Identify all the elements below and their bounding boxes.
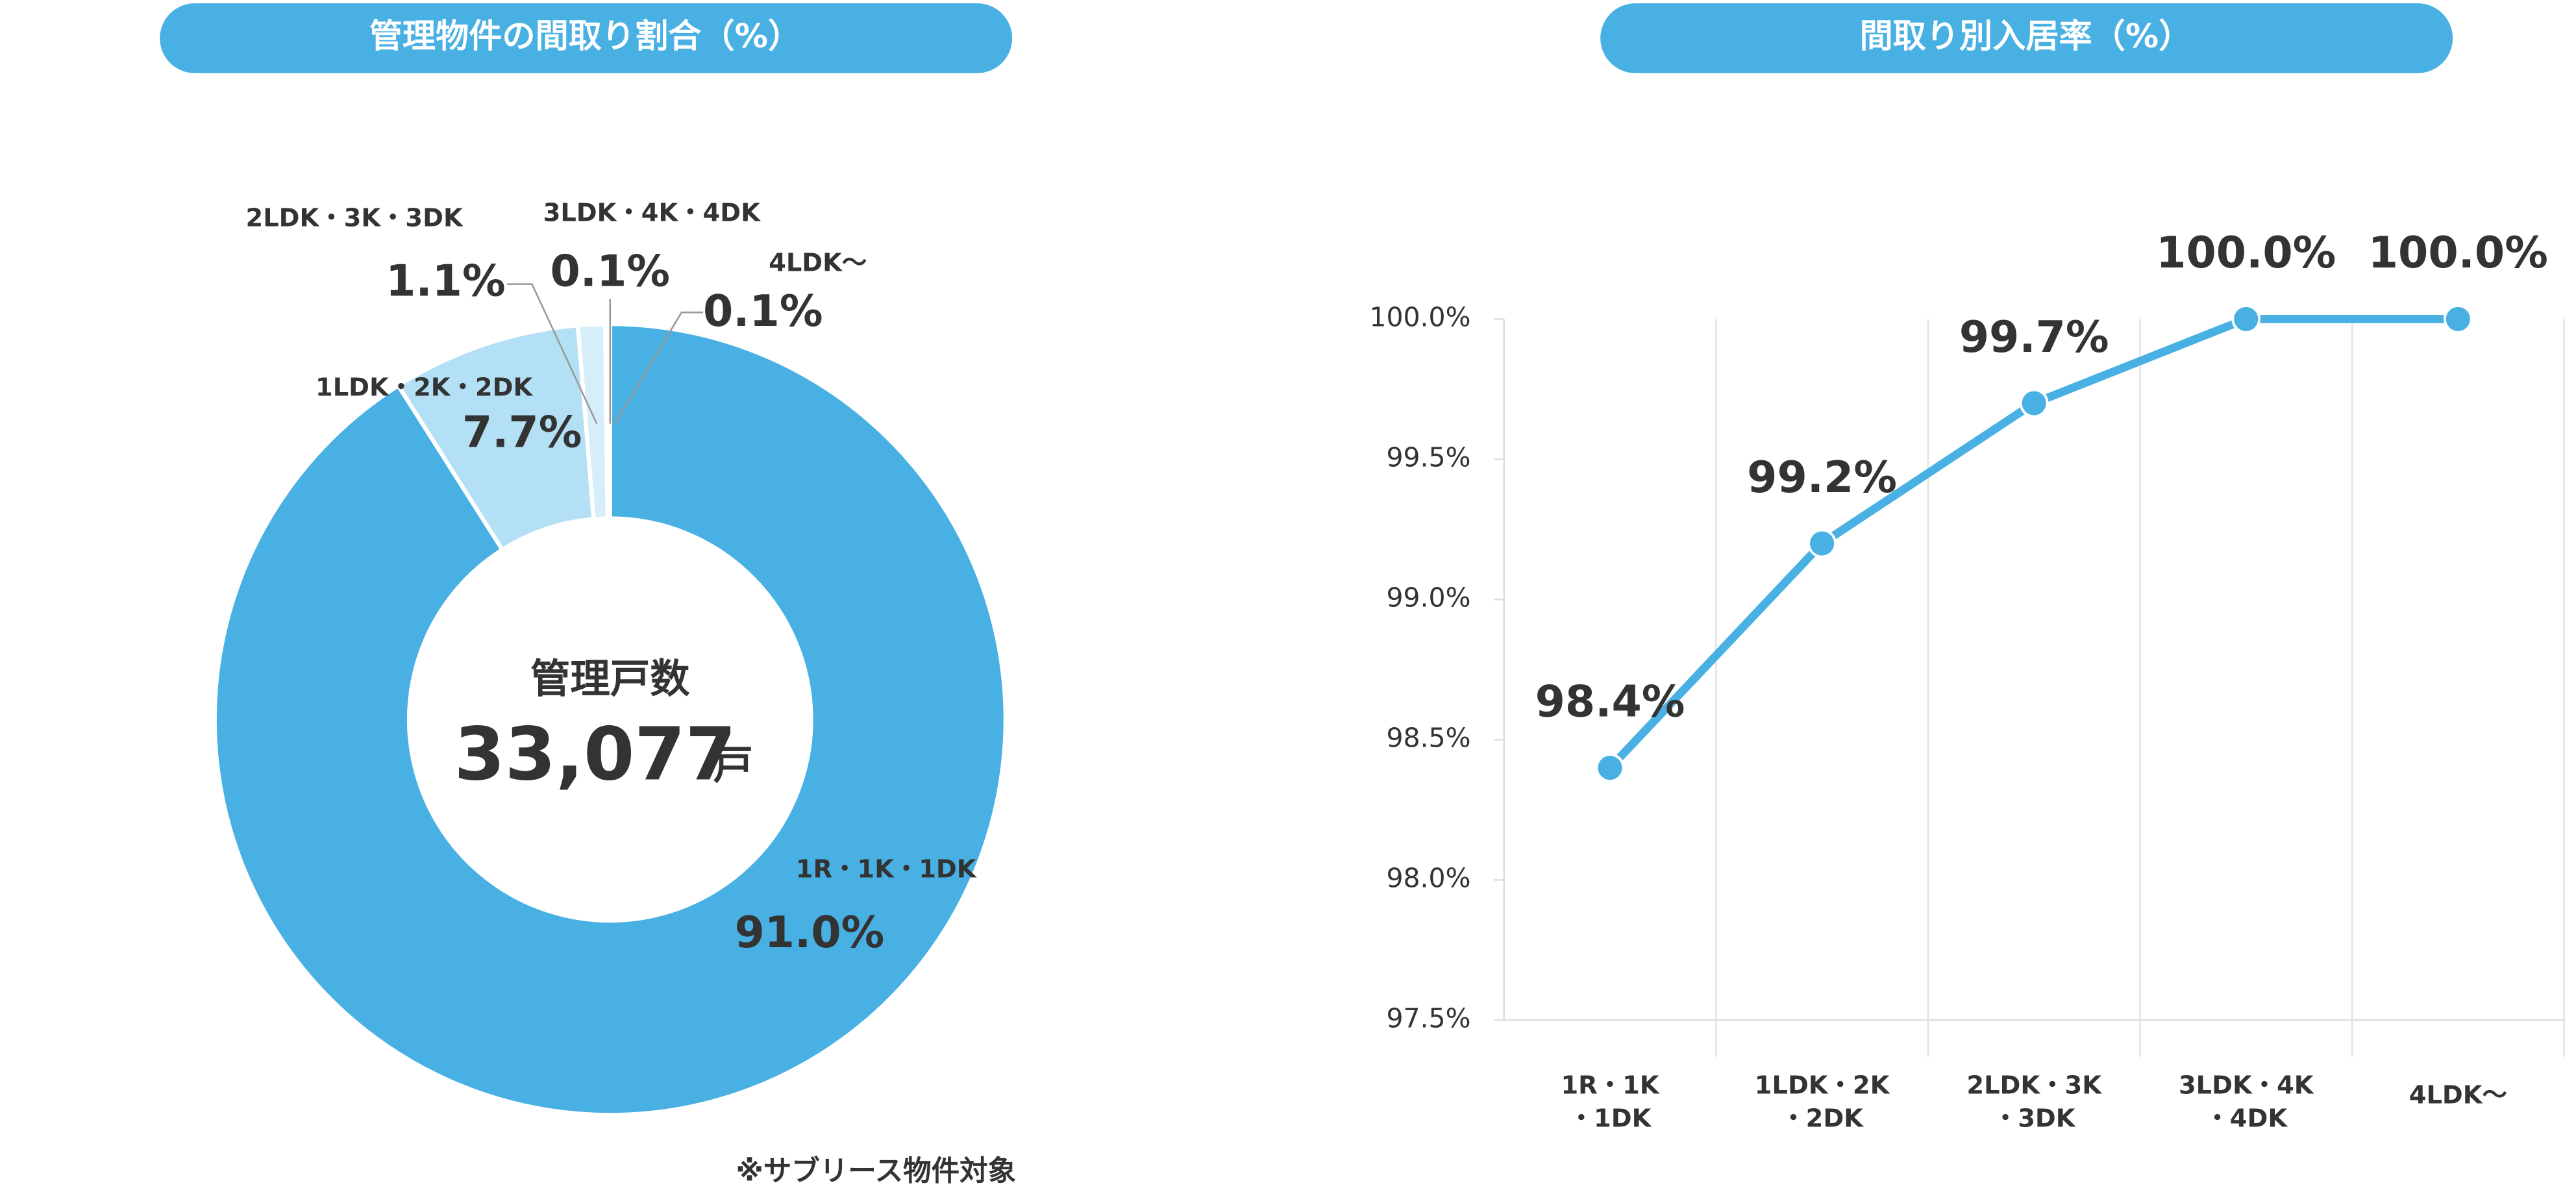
value-label: 100.0% [2156, 227, 2336, 278]
x-tick-label: 1LDK・2K [1755, 1071, 1890, 1100]
point [1595, 753, 1625, 783]
y-tick-label: 100.0% [1369, 301, 1470, 332]
y-tick-label: 99.5% [1386, 441, 1470, 473]
slice-name: 1R・1K・1DK [796, 855, 977, 884]
y-tick-label: 99.0% [1386, 582, 1470, 613]
slice-name: 1LDK・2K・2DK [316, 373, 533, 402]
x-tick-label: 3LDK・4K [2179, 1071, 2314, 1100]
value-label: 99.7% [1959, 312, 2109, 362]
value-label: 100.0% [2368, 227, 2548, 278]
value-label: 99.2% [1747, 452, 1897, 502]
pie-slice [212, 321, 1008, 1117]
x-tick-label: 1R・1K [1561, 1071, 1659, 1100]
y-tick-label: 98.0% [1386, 862, 1470, 893]
x-tick-label: ・2DK [1781, 1104, 1864, 1134]
leader-line [507, 283, 598, 425]
point [2231, 304, 2261, 334]
line [1607, 315, 2458, 771]
x-tick-label: ・3DK [1993, 1104, 2076, 1134]
title-banner [160, 3, 1013, 73]
slice-name: 2LDK・3K・3DK [246, 203, 464, 232]
x-tick-label: ・1DK [1569, 1104, 1652, 1134]
slice-value: 1.1% [386, 256, 506, 306]
slice-value: 0.1% [551, 245, 671, 296]
point [2443, 304, 2473, 334]
center-unit: 戸 [713, 743, 752, 789]
slice-value: 7.7% [462, 407, 582, 458]
point [1807, 528, 1837, 558]
x-tick-label: ・4DK [2205, 1104, 2288, 1134]
x-tick-label: 4LDK〜 [2409, 1081, 2507, 1110]
leader-line [614, 311, 704, 425]
slice-name: 3LDK・4K・4DK [543, 199, 761, 228]
point [2019, 388, 2049, 418]
note: ※サブリース物件対象 [736, 1155, 1016, 1187]
center-title: 管理戸数 [530, 656, 690, 702]
slice-value: 0.1% [703, 286, 823, 336]
center-value: 33,077 [454, 711, 736, 797]
slice-name: 4LDK〜 [769, 248, 867, 277]
x-tick-label: 2LDK・3K [1966, 1071, 2102, 1100]
y-tick-label: 98.5% [1386, 722, 1470, 753]
chart-title: 間取り別入居率（%） [1859, 17, 2192, 56]
title-banner [1600, 3, 2453, 73]
chart-title: 管理物件の間取り割合（%） [369, 17, 801, 56]
slice-value: 91.0% [734, 907, 884, 958]
y-tick-label: 97.5% [1386, 1002, 1470, 1034]
value-label: 98.4% [1535, 676, 1685, 726]
